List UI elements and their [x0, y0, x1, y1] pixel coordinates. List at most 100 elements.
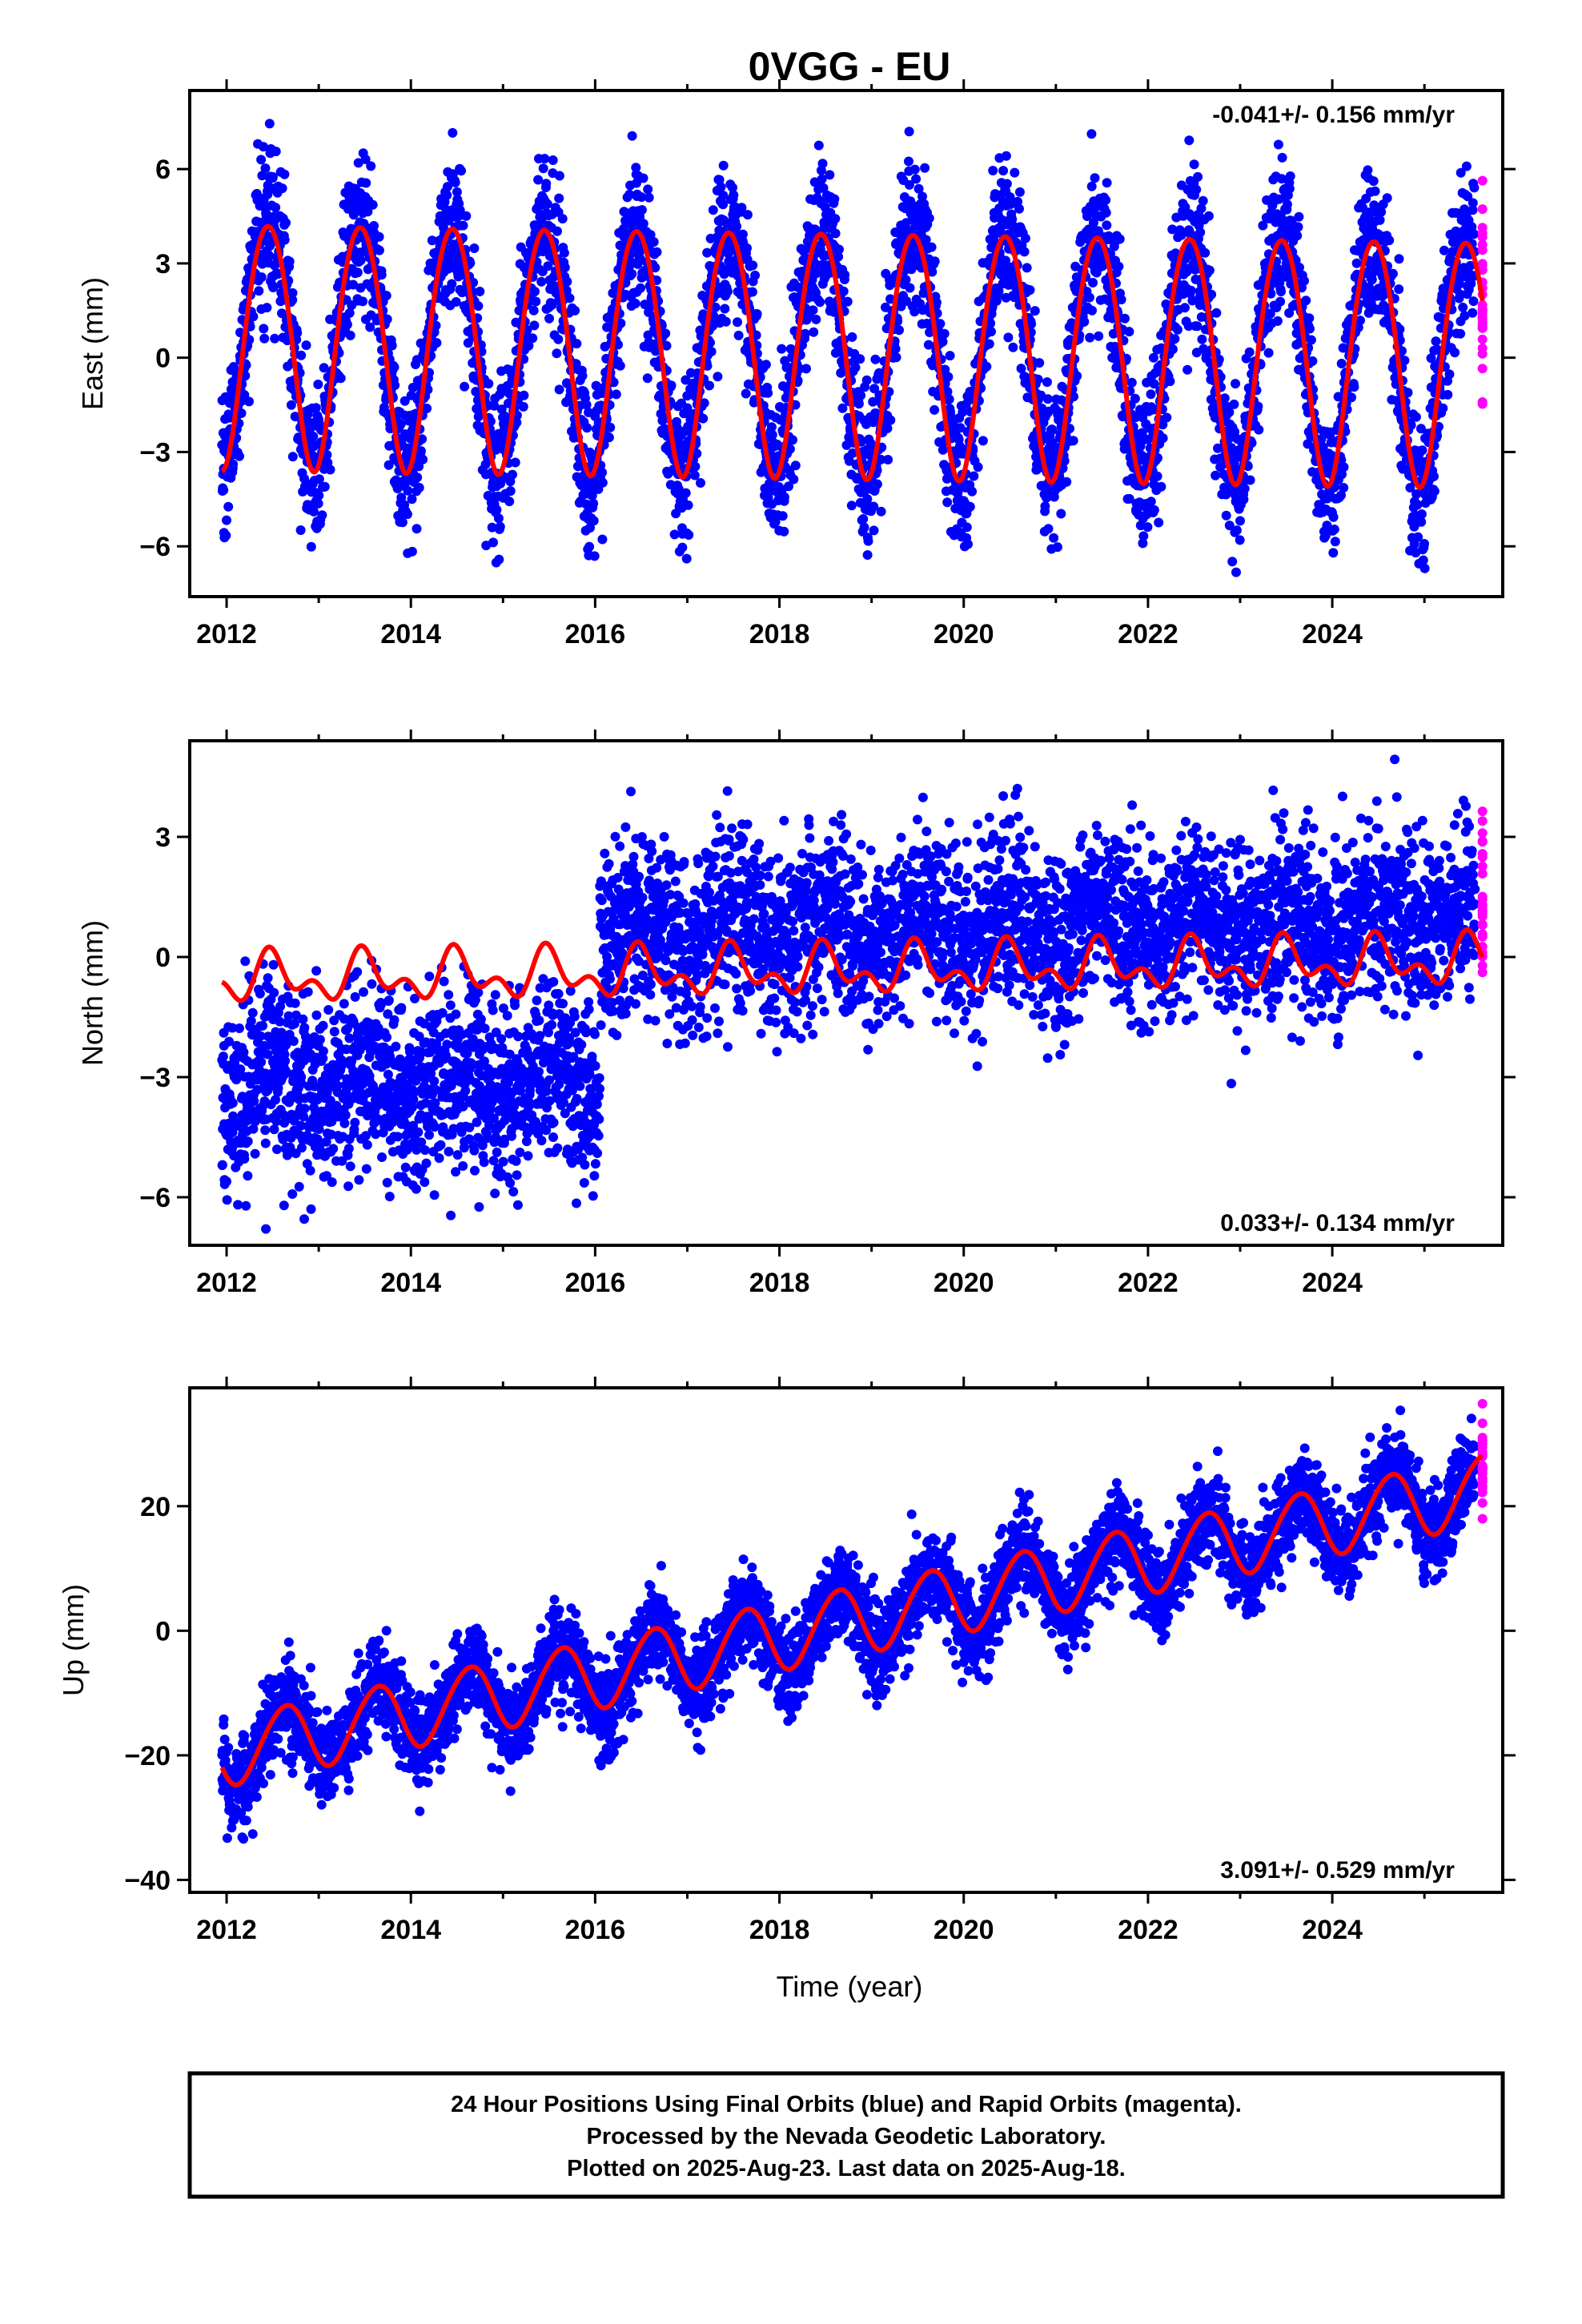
final-orbit-point [1025, 285, 1035, 296]
final-orbit-point [418, 454, 428, 464]
x-tick-label: 2014 [380, 619, 441, 649]
final-orbit-point [904, 179, 914, 190]
final-orbit-point [984, 339, 994, 349]
final-orbit-point [1456, 167, 1466, 178]
final-orbit-point [1198, 195, 1208, 206]
final-orbit-point [473, 301, 484, 312]
final-orbit-point [1026, 319, 1037, 329]
final-orbit-point [661, 328, 671, 339]
final-orbit-point [1221, 510, 1231, 521]
final-orbit-point [1148, 352, 1158, 363]
final-orbit-point [869, 501, 879, 512]
final-orbit-point [909, 307, 920, 317]
final-orbit-point [718, 191, 729, 201]
final-orbit-point [597, 534, 608, 545]
final-orbit-point [1019, 247, 1030, 257]
final-orbit-point [387, 340, 397, 351]
final-orbit-point [536, 276, 547, 287]
final-orbit-point [1196, 203, 1207, 214]
final-orbit-point [766, 422, 777, 432]
final-orbit-point [713, 372, 723, 382]
final-orbit-point [1417, 445, 1427, 456]
final-orbit-point [938, 444, 948, 455]
final-orbit-point [239, 1154, 250, 1164]
final-orbit-point [259, 324, 269, 334]
final-orbit-point [883, 455, 893, 464]
final-orbit-point [817, 174, 827, 184]
final-orbit-point [1367, 275, 1377, 285]
final-orbit-points [217, 754, 1480, 1234]
y-tick-label: −3 [139, 437, 171, 468]
final-orbit-point [982, 361, 992, 372]
final-orbit-point [263, 231, 273, 242]
rapid-orbit-point [1477, 397, 1488, 407]
final-orbit-point [290, 412, 300, 422]
final-orbit-point [552, 226, 562, 236]
final-orbit-point [1336, 490, 1346, 501]
final-orbit-point [923, 340, 934, 350]
final-orbit-point [904, 127, 914, 137]
final-orbit-point [728, 183, 737, 193]
final-orbit-point [615, 360, 625, 371]
final-orbit-point [1033, 374, 1043, 384]
final-orbit-point [1002, 179, 1012, 189]
final-orbit-point [636, 283, 645, 293]
final-orbit-point [1339, 462, 1349, 472]
final-orbit-point [1305, 324, 1315, 334]
final-orbit-point [1130, 393, 1140, 404]
final-orbit-point [342, 320, 352, 330]
final-orbit-point [1347, 392, 1356, 403]
final-orbit-point [543, 261, 553, 271]
y-tick-label: 0 [155, 344, 171, 374]
final-orbit-point [1463, 191, 1473, 202]
final-orbit-point [813, 140, 824, 151]
final-orbit-point [833, 251, 844, 262]
final-orbit-point [911, 174, 921, 184]
final-orbit-point [227, 1098, 238, 1108]
final-orbit-point [650, 263, 661, 273]
final-orbit-point [978, 436, 988, 446]
final-orbit-point [644, 192, 654, 203]
final-orbit-point [669, 529, 680, 540]
final-orbit-point [460, 381, 470, 392]
final-orbit-point [1088, 278, 1098, 287]
final-orbit-point [1458, 302, 1468, 312]
final-orbit-point [559, 247, 569, 258]
final-orbit-point [228, 459, 239, 469]
final-orbit-point [292, 328, 303, 338]
final-orbit-point [353, 158, 363, 168]
final-orbit-point [542, 199, 552, 209]
final-orbit-point [944, 394, 954, 404]
final-orbit-point [930, 256, 940, 267]
final-orbit-point [825, 170, 835, 180]
final-orbit-point [716, 182, 726, 192]
final-orbit-point [1235, 535, 1245, 545]
final-orbit-point [367, 199, 378, 210]
final-orbit-point [533, 175, 544, 185]
final-orbit-point [1227, 557, 1238, 567]
final-orbit-point [287, 287, 298, 298]
final-orbit-point [1293, 222, 1303, 232]
final-orbit-point [1277, 174, 1287, 184]
final-orbit-point [627, 131, 637, 141]
final-orbit-point [1370, 186, 1380, 196]
final-orbit-point [608, 377, 619, 388]
final-orbit-point [264, 119, 275, 129]
final-orbit-point [248, 312, 259, 322]
final-orbit-point [1444, 369, 1455, 380]
final-orbit-point [830, 214, 841, 224]
final-orbit-point [630, 299, 640, 308]
final-orbit-point [1272, 316, 1283, 326]
final-orbit-point [605, 422, 616, 432]
final-orbit-point [790, 460, 801, 471]
final-orbit-point [319, 481, 330, 492]
final-orbit-point [848, 448, 857, 458]
final-orbit-point [1022, 263, 1032, 273]
final-orbit-point [986, 318, 996, 328]
final-orbit-point [720, 304, 730, 314]
final-orbit-point [451, 297, 461, 307]
y-axis-label: East (mm) [76, 277, 109, 410]
final-orbit-point [1468, 308, 1478, 318]
final-orbit-point [1375, 215, 1385, 225]
final-orbit-point [624, 189, 635, 199]
